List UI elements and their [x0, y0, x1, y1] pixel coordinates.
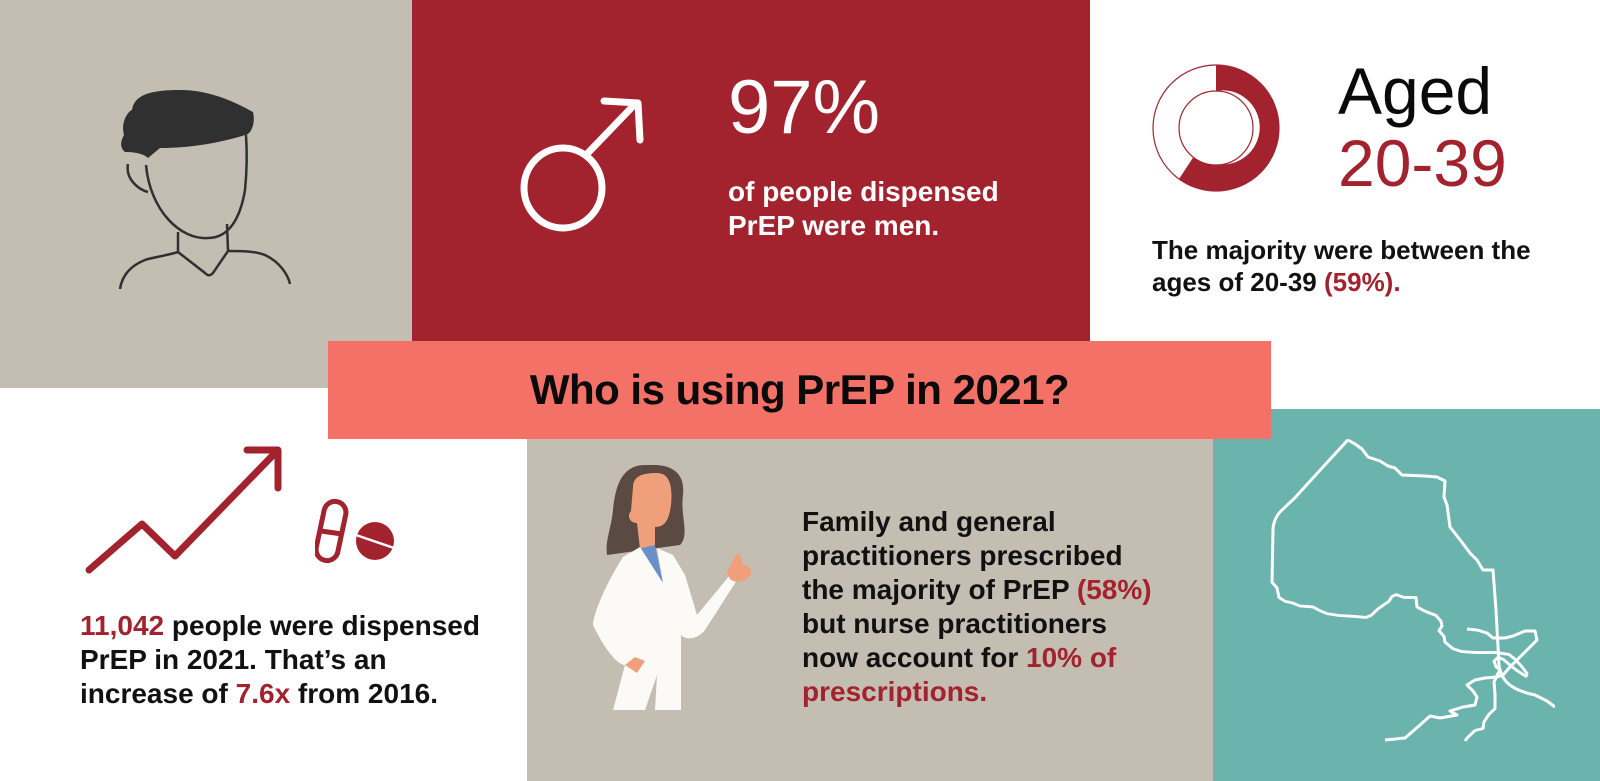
growth-description: 11,042 people were dispensed PrEP in 202… [80, 609, 520, 711]
age-description-line-1: The majority were between the [1152, 235, 1531, 265]
practitioners-line-3: the majority of PrEP (58%) [802, 573, 1182, 607]
male-symbol-icon [520, 95, 655, 240]
nurse-practitioner-share: 10% of [1026, 642, 1117, 673]
male-percent-value: 97% [728, 65, 881, 150]
gender-stat-description: of people dispensed PrEP were men. [728, 175, 1048, 243]
title-banner: Who is using PrEP in 2021? [328, 341, 1271, 439]
donut-chart-icon [1150, 62, 1282, 199]
growth-line-1-text: people were dispensed [164, 610, 480, 641]
trending-up-arrow-icon [80, 440, 290, 580]
age-description-text: ages of 20-39 [1152, 267, 1324, 297]
doctor-woman-illustration [585, 464, 775, 735]
age-description: The majority were between the ages of 20… [1152, 234, 1592, 298]
growth-line-3: increase of 7.6x from 2016. [80, 677, 520, 711]
growth-line-3-suffix: from 2016. [290, 678, 438, 709]
practitioners-line-6: prescriptions. [802, 676, 988, 707]
ontario-map-outline-icon [1265, 435, 1556, 750]
pills-icon [313, 498, 400, 573]
aged-label: Aged [1338, 54, 1493, 128]
growth-line-3-prefix: increase of [80, 678, 236, 709]
practitioners-line-1: Family and general [802, 506, 1056, 537]
age-range-value: 20-39 [1338, 126, 1507, 200]
growth-line-1: 11,042 people were dispensed [80, 609, 520, 643]
age-description-line-2: ages of 20-39 (59%). [1152, 266, 1592, 298]
age-percent-highlight: (59%). [1323, 267, 1401, 297]
practitioners-description: Family and general practitioners prescri… [802, 505, 1182, 709]
gender-stat-line-1: of people dispensed [728, 176, 999, 207]
dispensed-count: 11,042 [80, 610, 165, 641]
practitioners-line-5-text: now account for [802, 642, 1026, 673]
family-practitioner-share: (58%) [1076, 574, 1152, 605]
gender-stat-line-2: PrEP were men. [728, 210, 940, 241]
male-person-outline-icon [110, 80, 300, 300]
practitioners-line-2: practitioners prescribed [802, 540, 1123, 571]
gender-stat-panel [412, 0, 1090, 341]
practitioners-line-5: now account for 10% of [802, 641, 1182, 675]
person-panel [0, 0, 412, 388]
growth-multiplier: 7.6x [235, 678, 291, 709]
practitioners-line-3-text: the majority of PrEP [802, 574, 1077, 605]
page-title: Who is using PrEP in 2021? [529, 366, 1070, 413]
growth-line-2: PrEP in 2021. That’s an [80, 644, 387, 675]
practitioners-line-4: but nurse practitioners [802, 608, 1107, 639]
